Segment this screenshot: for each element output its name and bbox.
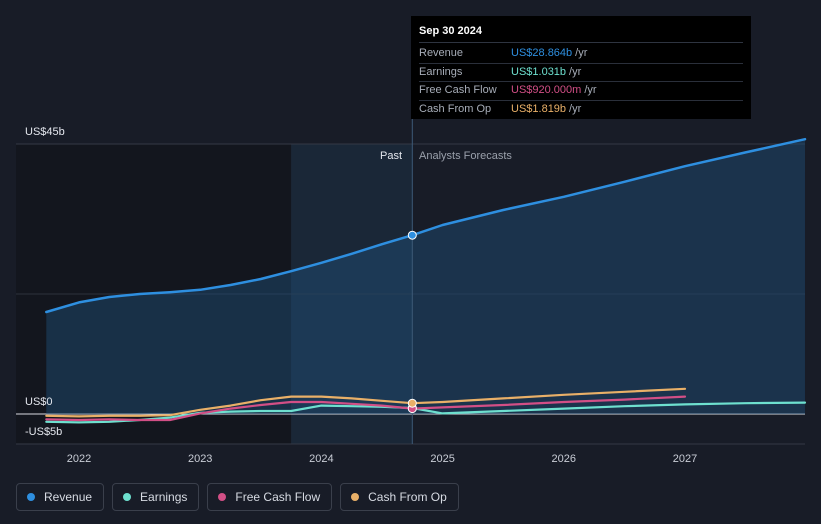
- legend-dot-icon: [27, 493, 35, 501]
- tooltip-label: Free Cash Flow: [419, 84, 497, 96]
- tooltip-unit: /yr: [575, 47, 588, 59]
- chart-legend: Revenue Earnings Free Cash Flow Cash Fro…: [16, 483, 459, 511]
- legend-dot-icon: [218, 493, 227, 501]
- marker-revenue: [407, 230, 417, 240]
- tooltip-value: US$28.864b: [511, 47, 573, 59]
- tooltip-row-earnings: Earnings US$1.031b /yr: [419, 64, 743, 82]
- legend-item-cash-from-op[interactable]: Cash From Op: [340, 483, 459, 511]
- legend-item-earnings[interactable]: Earnings: [112, 483, 200, 511]
- marker-cash-from-op: [407, 398, 417, 408]
- forecast-section-label: Analysts Forecasts: [419, 150, 512, 162]
- legend-label: Cash From Op: [368, 490, 447, 504]
- legend-label: Earnings: [140, 490, 188, 504]
- legend-dot-icon: [123, 493, 132, 501]
- tooltip-row-cash-from-op: Cash From Op US$1.819b /yr: [419, 101, 743, 119]
- x-tick-label: 2022: [67, 453, 91, 465]
- tooltip-unit: /yr: [569, 65, 582, 78]
- legend-item-free-cash-flow[interactable]: Free Cash Flow: [207, 483, 333, 511]
- series-line-free-cash-flow: [45, 395, 687, 422]
- tooltip-label: Cash From Op: [419, 102, 492, 115]
- y-axis-top-label: US$45b: [25, 126, 65, 138]
- y-axis-bottom-label: -US$5b: [25, 426, 63, 438]
- series-line-cash-from-op: [45, 387, 687, 418]
- past-section-label: Past: [380, 150, 403, 162]
- tooltip-value: US$1.031b: [511, 65, 567, 78]
- tooltip-value: US$1.819b: [511, 102, 567, 115]
- legend-label: Free Cash Flow: [235, 490, 321, 504]
- tooltip-label: Revenue: [419, 47, 464, 59]
- x-tick-label: 2025: [430, 453, 454, 465]
- legend-dot-icon: [351, 493, 360, 501]
- tooltip-unit: /yr: [569, 102, 582, 115]
- tooltip-unit: /yr: [584, 84, 597, 96]
- revenue-area-fill: [46, 139, 805, 414]
- x-tick-label: 2024: [309, 453, 333, 465]
- x-tick-label: 2023: [188, 453, 212, 465]
- legend-label: Revenue: [44, 490, 93, 504]
- y-axis-zero-label: US$0: [25, 396, 53, 408]
- tooltip-row-revenue: Revenue US$28.864b /yr: [419, 45, 743, 64]
- tooltip-value: US$920.000m: [511, 84, 582, 96]
- tooltip-date: Sep 30 2024: [419, 24, 743, 43]
- tooltip-label: Earnings: [419, 65, 463, 78]
- x-tick-label: 2026: [552, 453, 576, 465]
- hover-tooltip: Sep 30 2024 Revenue US$28.864b /yr Earni…: [411, 16, 751, 119]
- tooltip-row-free-cash-flow: Free Cash Flow US$920.000m /yr: [419, 82, 743, 101]
- series-line-revenue: [45, 137, 807, 314]
- legend-item-revenue[interactable]: Revenue: [16, 483, 105, 511]
- x-tick-label: 2027: [673, 453, 697, 465]
